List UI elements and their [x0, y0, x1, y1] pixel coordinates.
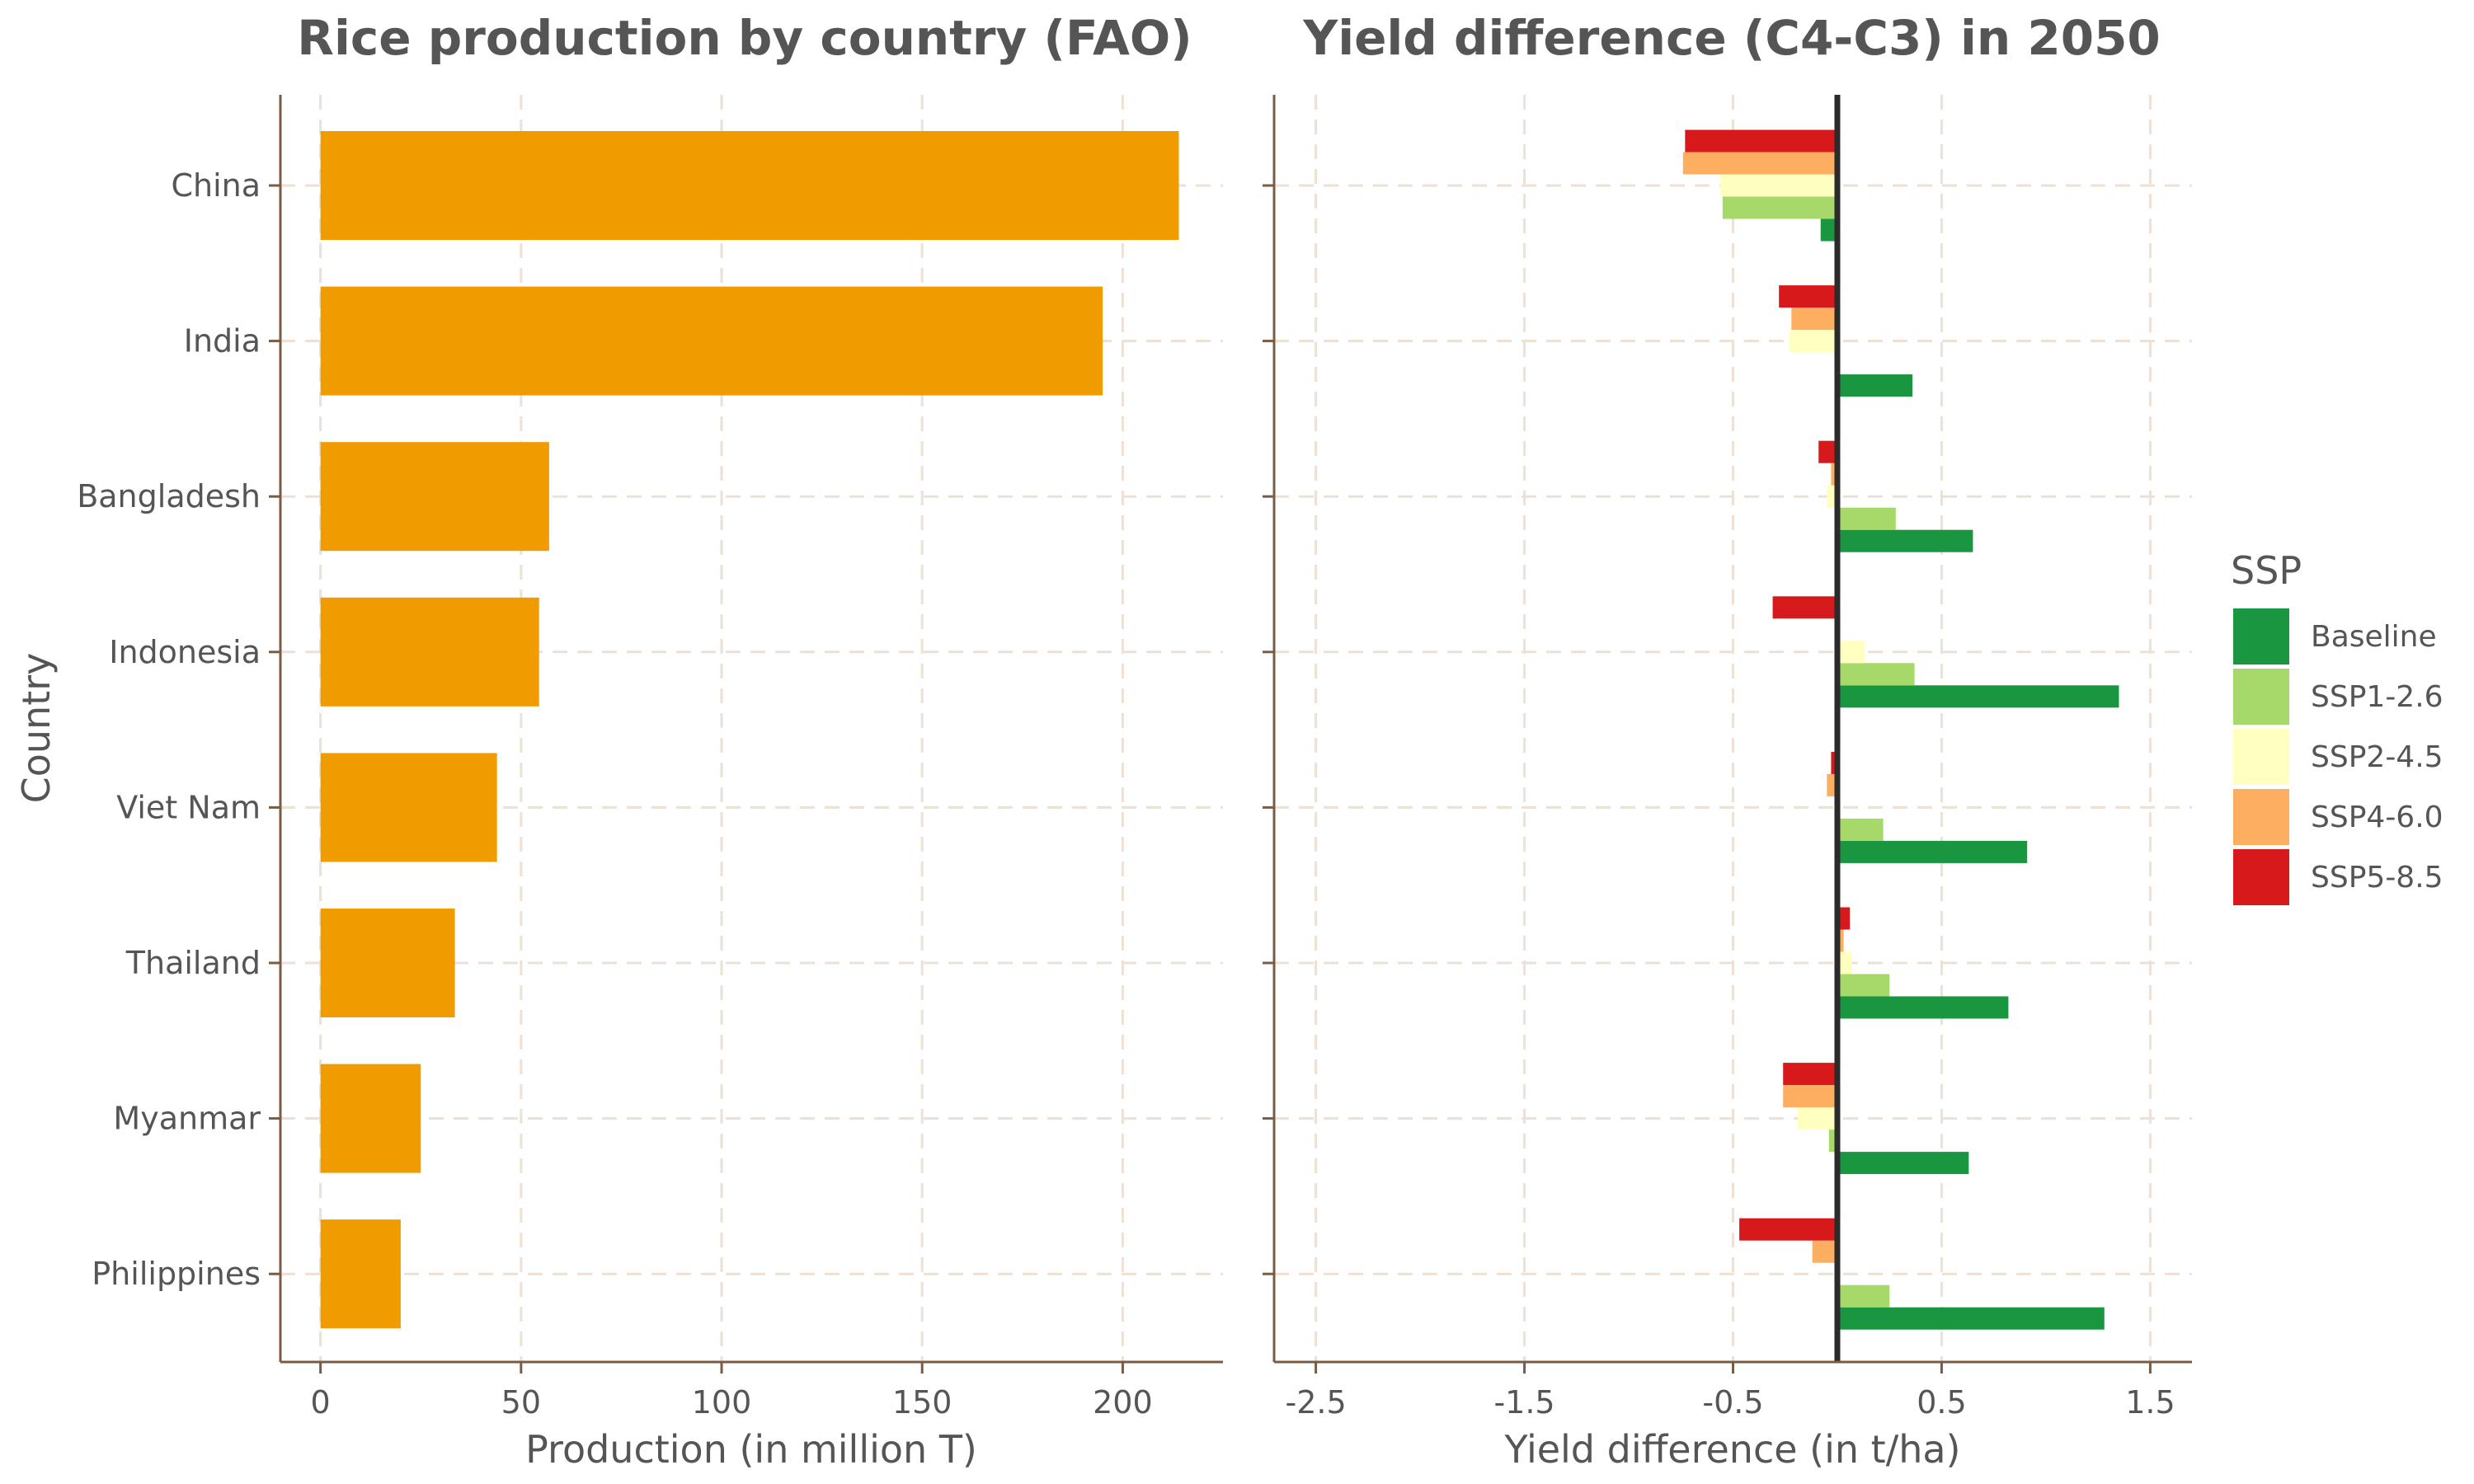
yield-bar-bangladesh-ssp5-8-5	[1818, 440, 1837, 463]
production-y-tick-label-myanmar: Myanmar	[113, 1101, 261, 1137]
yield-bar-china-baseline	[1820, 218, 1837, 242]
legend-swatch-ssp5-8-5	[2233, 849, 2289, 905]
yield-bar-philippines-ssp1-2-6	[1837, 1284, 1890, 1308]
production-bar-philippines	[320, 1219, 401, 1329]
yield-bar-bangladesh-ssp4-6-0	[1831, 463, 1837, 486]
legend-label-baseline: Baseline	[2311, 620, 2437, 654]
production-y-tick-label-china: China	[171, 167, 261, 204]
yield-panel: Yield difference (C4-C3) in 2050 -2.5 -1.…	[1263, 10, 2192, 1472]
legend-label-ssp1-2-6: SSP1-2.6	[2311, 680, 2443, 714]
yield-bar-philippines-ssp5-8-5	[1739, 1218, 1837, 1241]
yield-bar-viet-nam-ssp5-8-5	[1831, 751, 1837, 774]
yield-x-tick-label: -2.5	[1286, 1384, 1347, 1421]
yield-y-ticks	[1263, 184, 1274, 1275]
production-bar-viet-nam	[320, 753, 497, 862]
yield-bar-myanmar-ssp4-6-0	[1783, 1085, 1837, 1108]
legend: SSP Baseline SSP1-2.6 SSP2-4.5 SSP4-6.0 SSP5…	[2231, 548, 2443, 905]
legend-label-ssp2-4-5: SSP2-4.5	[2311, 740, 2443, 774]
production-panel: Rice production by country (FAO) China In…	[14, 10, 1223, 1472]
yield-bar-india-baseline	[1837, 374, 1913, 397]
yield-bar-china-ssp4-6-0	[1682, 152, 1837, 175]
yield-bar-india-ssp2-4-5	[1789, 330, 1837, 353]
legend-swatch-baseline	[2233, 608, 2289, 665]
yield-bar-thailand-ssp2-4-5	[1837, 951, 1852, 974]
production-chart-title: Rice production by country (FAO)	[297, 10, 1192, 66]
production-y-tick-label-indonesia: Indonesia	[109, 634, 261, 670]
legend-label-ssp4-6-0: SSP4-6.0	[2311, 801, 2443, 834]
yield-bar-china-ssp2-4-5	[1720, 174, 1837, 197]
production-x-tick-label: 200	[1093, 1384, 1153, 1421]
yield-x-tick-label: 0.5	[1917, 1384, 1966, 1421]
production-x-ticks: 0 50 100 150 200	[311, 1362, 1153, 1421]
production-bars	[320, 131, 1179, 1329]
production-x-axis-title: Production (in million T)	[525, 1427, 977, 1472]
yield-bar-thailand-ssp5-8-5	[1837, 907, 1851, 930]
legend-items: Baseline SSP1-2.6 SSP2-4.5 SSP4-6.0 SSP5-8.5	[2233, 608, 2443, 905]
yield-bar-myanmar-ssp1-2-6	[1828, 1129, 1837, 1153]
production-bar-indonesia	[320, 597, 539, 707]
yield-x-tick-label: -0.5	[1702, 1384, 1763, 1421]
production-x-tick-label: 150	[892, 1384, 952, 1421]
yield-bar-myanmar-ssp2-4-5	[1797, 1107, 1837, 1130]
yield-x-axis-title: Yield difference (in t/ha)	[1503, 1427, 1960, 1472]
production-bar-china	[320, 131, 1179, 240]
yield-bar-philippines-ssp4-6-0	[1812, 1240, 1837, 1263]
yield-bar-philippines-baseline	[1837, 1307, 2105, 1330]
legend-swatch-ssp4-6-0	[2233, 789, 2289, 845]
production-y-axis-title: Country	[14, 653, 59, 804]
yield-x-tick-label: 1.5	[2125, 1384, 2175, 1421]
yield-bar-indonesia-ssp5-8-5	[1772, 596, 1837, 619]
yield-grid	[1274, 95, 2192, 1362]
production-y-tick-label-thailand: Thailand	[125, 945, 261, 981]
production-bar-thailand	[320, 909, 455, 1017]
yield-bar-bangladesh-baseline	[1837, 529, 1973, 552]
yield-bar-myanmar-ssp5-8-5	[1783, 1063, 1837, 1086]
production-y-tick-label-india: India	[184, 323, 261, 359]
yield-bar-myanmar-baseline	[1837, 1152, 1969, 1175]
legend-swatch-ssp1-2-6	[2233, 669, 2289, 725]
yield-bar-thailand-ssp4-6-0	[1837, 929, 1844, 952]
production-x-tick-label: 0	[311, 1384, 331, 1421]
production-y-tick-label-philippines: Philippines	[92, 1256, 261, 1292]
production-y-ticks: China India Bangladesh Indonesia Viet Nam Tha…	[77, 167, 280, 1292]
legend-label-ssp5-8-5: SSP5-8.5	[2311, 861, 2443, 895]
yield-bar-bangladesh-ssp1-2-6	[1837, 507, 1896, 530]
yield-bar-indonesia-ssp1-2-6	[1837, 663, 1915, 686]
yield-bar-viet-nam-ssp1-2-6	[1837, 818, 1884, 841]
production-bar-myanmar	[320, 1064, 421, 1173]
legend-swatch-ssp2-4-5	[2233, 729, 2289, 785]
yield-x-ticks: -2.5 -1.5 -0.5 0.5 1.5	[1286, 1362, 2175, 1421]
yield-x-tick-label: -1.5	[1493, 1384, 1554, 1421]
yield-bar-india-ssp5-8-5	[1779, 285, 1837, 308]
yield-bar-china-ssp5-8-5	[1685, 129, 1837, 153]
yield-bar-indonesia-baseline	[1837, 685, 2119, 708]
production-y-tick-label-bangladesh: Bangladesh	[77, 478, 261, 514]
production-x-tick-label: 100	[692, 1384, 752, 1421]
legend-title: SSP	[2231, 548, 2302, 593]
production-bar-india	[320, 286, 1103, 396]
yield-bar-thailand-ssp1-2-6	[1837, 974, 1890, 997]
production-x-tick-label: 50	[501, 1384, 541, 1421]
yield-chart-title: Yield difference (C4-C3) in 2050	[1302, 10, 2161, 66]
production-y-tick-label-viet-nam: Viet Nam	[116, 789, 261, 825]
yield-bar-viet-nam-baseline	[1837, 840, 2028, 863]
yield-bar-india-ssp4-6-0	[1791, 308, 1837, 331]
yield-bar-china-ssp1-2-6	[1722, 196, 1837, 219]
yield-bars	[1682, 129, 2119, 1330]
yield-bar-indonesia-ssp2-4-5	[1837, 641, 1865, 664]
yield-bar-thailand-baseline	[1837, 996, 2009, 1019]
production-grid	[280, 95, 1223, 1362]
production-bar-bangladesh	[320, 442, 549, 552]
